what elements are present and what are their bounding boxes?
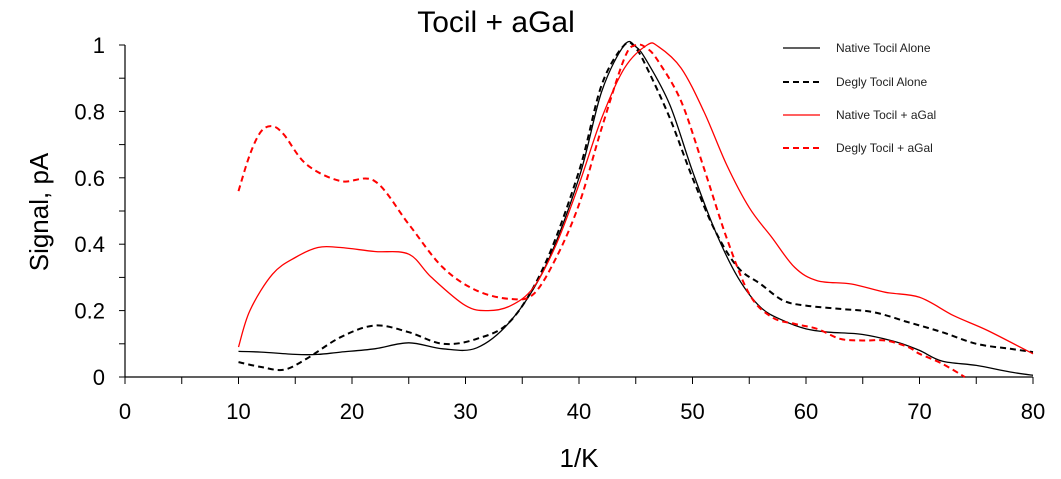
x-tick-label: 70 [907, 399, 931, 424]
x-tick-label: 80 [1021, 399, 1045, 424]
legend-label-2: Degly Tocil Alone [836, 75, 927, 89]
x-tick-label: 50 [680, 399, 704, 424]
legend-label-4: Degly Tocil + aGal [836, 141, 933, 155]
y-axis-title: Signal, pA [24, 152, 54, 271]
series-line-1 [238, 40, 1034, 376]
legend-label-3: Native Tocil + aGal [836, 108, 936, 122]
y-tick-label: 0.2 [74, 299, 105, 324]
y-tick-label: 0.8 [74, 99, 105, 124]
series-layer [237, 40, 1034, 378]
legend: Native Tocil Alone Degly Tocil Alone Nativ… [783, 41, 936, 155]
x-axis-title: 1/K [559, 443, 599, 473]
chart-title: Tocil + aGal [417, 6, 575, 39]
y-tick-label: 0 [93, 365, 105, 390]
x-tick-label: 60 [794, 399, 818, 424]
series-line-4 [237, 43, 966, 378]
series-line-3 [237, 42, 1034, 355]
x-tick-label: 20 [340, 399, 364, 424]
axes: 0 10 20 30 40 50 60 70 80 0 0.2 0.4 0.6 0.8 1 [74, 33, 1045, 424]
x-tick-label: 40 [567, 399, 591, 424]
series-line-2 [238, 41, 1034, 372]
y-tick-label: 0.4 [74, 232, 105, 257]
legend-label-1: Native Tocil Alone [836, 41, 931, 55]
x-tick-label: 10 [226, 399, 250, 424]
x-tick-label: 0 [119, 399, 131, 424]
x-tick-label: 30 [453, 399, 477, 424]
y-tick-label: 1 [93, 33, 105, 58]
y-tick-label: 0.6 [74, 166, 105, 191]
